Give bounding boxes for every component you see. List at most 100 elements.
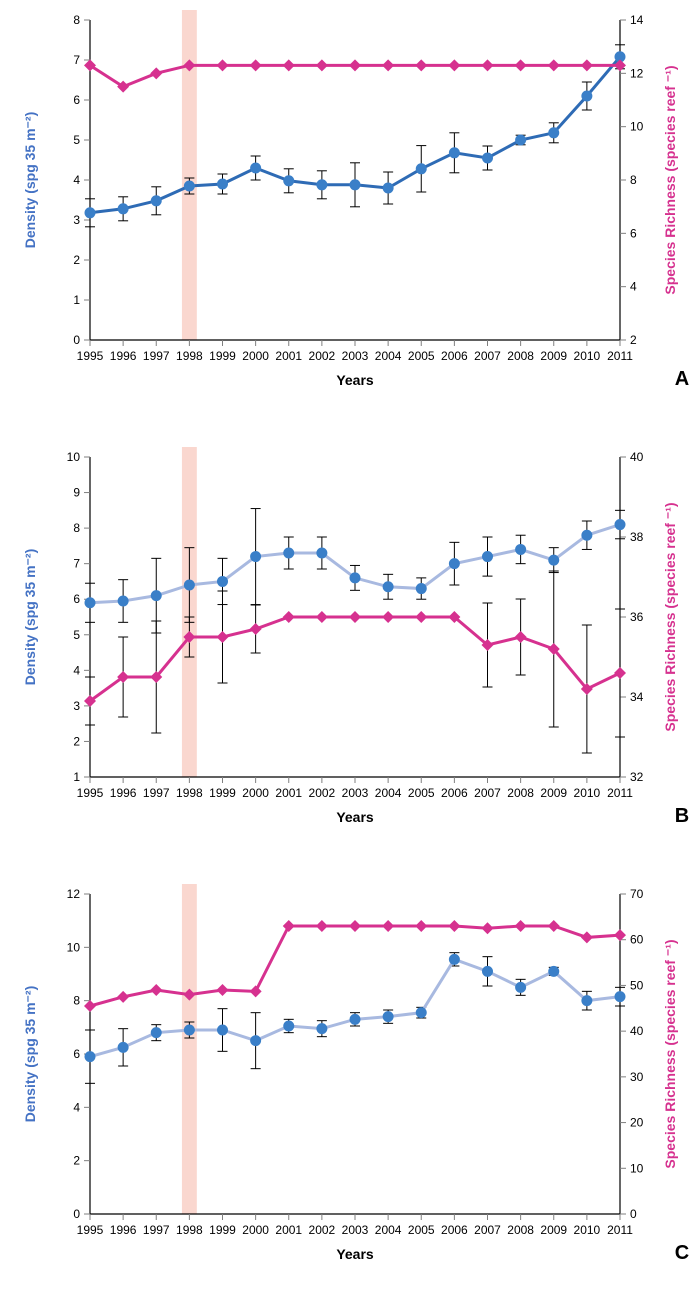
y-left-tick-label: 3 (73, 213, 80, 227)
x-tick-label: 2000 (242, 786, 269, 800)
y-right-tick-label: 38 (630, 530, 644, 544)
y-right-tick-label: 34 (630, 690, 644, 704)
richness-marker (415, 611, 427, 623)
x-tick-label: 2009 (540, 349, 567, 363)
y-right-tick-label: 40 (630, 450, 644, 464)
x-tick-label: 2011 (607, 786, 633, 800)
richness-marker (283, 59, 295, 71)
y-left-tick-label: 9 (73, 486, 80, 500)
x-tick-label: 2010 (574, 786, 601, 800)
x-tick-label: 2006 (441, 786, 468, 800)
panel-B: 1234567891032343638401995199619971998199… (0, 437, 700, 874)
density-marker (218, 1025, 228, 1035)
y-right-label: Species Richness (species reef ⁻¹) (662, 502, 678, 731)
density-marker (549, 128, 559, 138)
y-right-tick-label: 14 (630, 13, 644, 27)
y-right-tick-label: 32 (630, 770, 644, 784)
density-marker (383, 183, 393, 193)
y-left-tick-label: 6 (73, 1047, 80, 1061)
panel-letter: C (675, 1242, 689, 1264)
y-left-tick-label: 5 (73, 133, 80, 147)
x-tick-label: 2006 (441, 349, 468, 363)
x-tick-label: 2011 (607, 1223, 633, 1237)
density-marker (449, 954, 459, 964)
x-tick-label: 1998 (176, 786, 203, 800)
density-marker (284, 548, 294, 558)
x-tick-label: 1999 (209, 786, 236, 800)
y-left-tick-label: 2 (73, 1154, 80, 1168)
x-tick-label: 2003 (342, 1223, 369, 1237)
y-right-tick-label: 8 (630, 173, 637, 187)
x-tick-label: 2008 (507, 349, 534, 363)
y-left-label: Density (spg 35 m⁻²) (22, 112, 38, 249)
density-marker (251, 1036, 261, 1046)
density-marker (151, 196, 161, 206)
richness-marker (250, 623, 262, 635)
highlight-band (182, 884, 197, 1214)
density-marker (416, 164, 426, 174)
density-marker (151, 591, 161, 601)
richness-marker (482, 59, 494, 71)
y-left-label: Density (spg 35 m⁻²) (22, 986, 38, 1123)
y-right-tick-label: 70 (630, 887, 644, 901)
y-left-tick-label: 8 (73, 994, 80, 1008)
x-tick-label: 1996 (110, 349, 137, 363)
x-tick-label: 1996 (110, 1223, 137, 1237)
richness-marker (84, 1000, 96, 1012)
richness-line (90, 926, 620, 1006)
richness-marker (217, 631, 229, 643)
density-marker (383, 1012, 393, 1022)
x-tick-label: 2001 (275, 786, 302, 800)
density-marker (350, 180, 360, 190)
x-tick-label: 2003 (342, 349, 369, 363)
richness-marker (150, 67, 162, 79)
richness-marker (316, 611, 328, 623)
density-marker (118, 204, 128, 214)
density-marker (582, 996, 592, 1006)
density-marker (284, 1021, 294, 1031)
density-marker (184, 181, 194, 191)
density-marker (184, 580, 194, 590)
richness-marker (515, 59, 527, 71)
y-left-tick-label: 6 (73, 93, 80, 107)
x-tick-label: 1996 (110, 786, 137, 800)
x-tick-label: 2001 (275, 349, 302, 363)
x-tick-label: 2011 (607, 349, 633, 363)
x-tick-label: 2004 (375, 1223, 402, 1237)
density-marker (85, 598, 95, 608)
panel-A: 0123456782468101214199519961997199819992… (0, 0, 700, 437)
richness-marker (382, 59, 394, 71)
density-marker (549, 555, 559, 565)
y-left-tick-label: 6 (73, 592, 80, 606)
richness-line (90, 617, 620, 701)
x-tick-label: 2009 (540, 786, 567, 800)
density-marker (251, 552, 261, 562)
y-left-tick-label: 8 (73, 521, 80, 535)
x-tick-label: 2005 (408, 1223, 435, 1237)
richness-marker (283, 920, 295, 932)
x-tick-label: 1999 (209, 1223, 236, 1237)
richness-marker (349, 59, 361, 71)
y-left-tick-label: 0 (73, 333, 80, 347)
x-tick-label: 2004 (375, 349, 402, 363)
y-left-tick-label: 0 (73, 1207, 80, 1221)
y-right-label: Species Richness (species reef ⁻¹) (662, 65, 678, 294)
x-tick-label: 2004 (375, 786, 402, 800)
x-tick-label: 1998 (176, 1223, 203, 1237)
density-marker (516, 544, 526, 554)
y-left-tick-label: 5 (73, 628, 80, 642)
x-tick-label: 2001 (275, 1223, 302, 1237)
y-right-tick-label: 36 (630, 610, 644, 624)
x-tick-label: 2010 (574, 1223, 601, 1237)
density-line (90, 959, 620, 1056)
y-left-tick-label: 4 (73, 663, 80, 677)
x-tick-label: 1997 (143, 349, 170, 363)
density-marker (251, 163, 261, 173)
y-right-label: Species Richness (species reef ⁻¹) (662, 939, 678, 1168)
density-marker (118, 1042, 128, 1052)
y-right-tick-label: 6 (630, 226, 637, 240)
panel-C: 0246810120102030405060701995199619971998… (0, 874, 700, 1311)
richness-marker (283, 611, 295, 623)
richness-marker (117, 991, 129, 1003)
x-tick-label: 2000 (242, 349, 269, 363)
